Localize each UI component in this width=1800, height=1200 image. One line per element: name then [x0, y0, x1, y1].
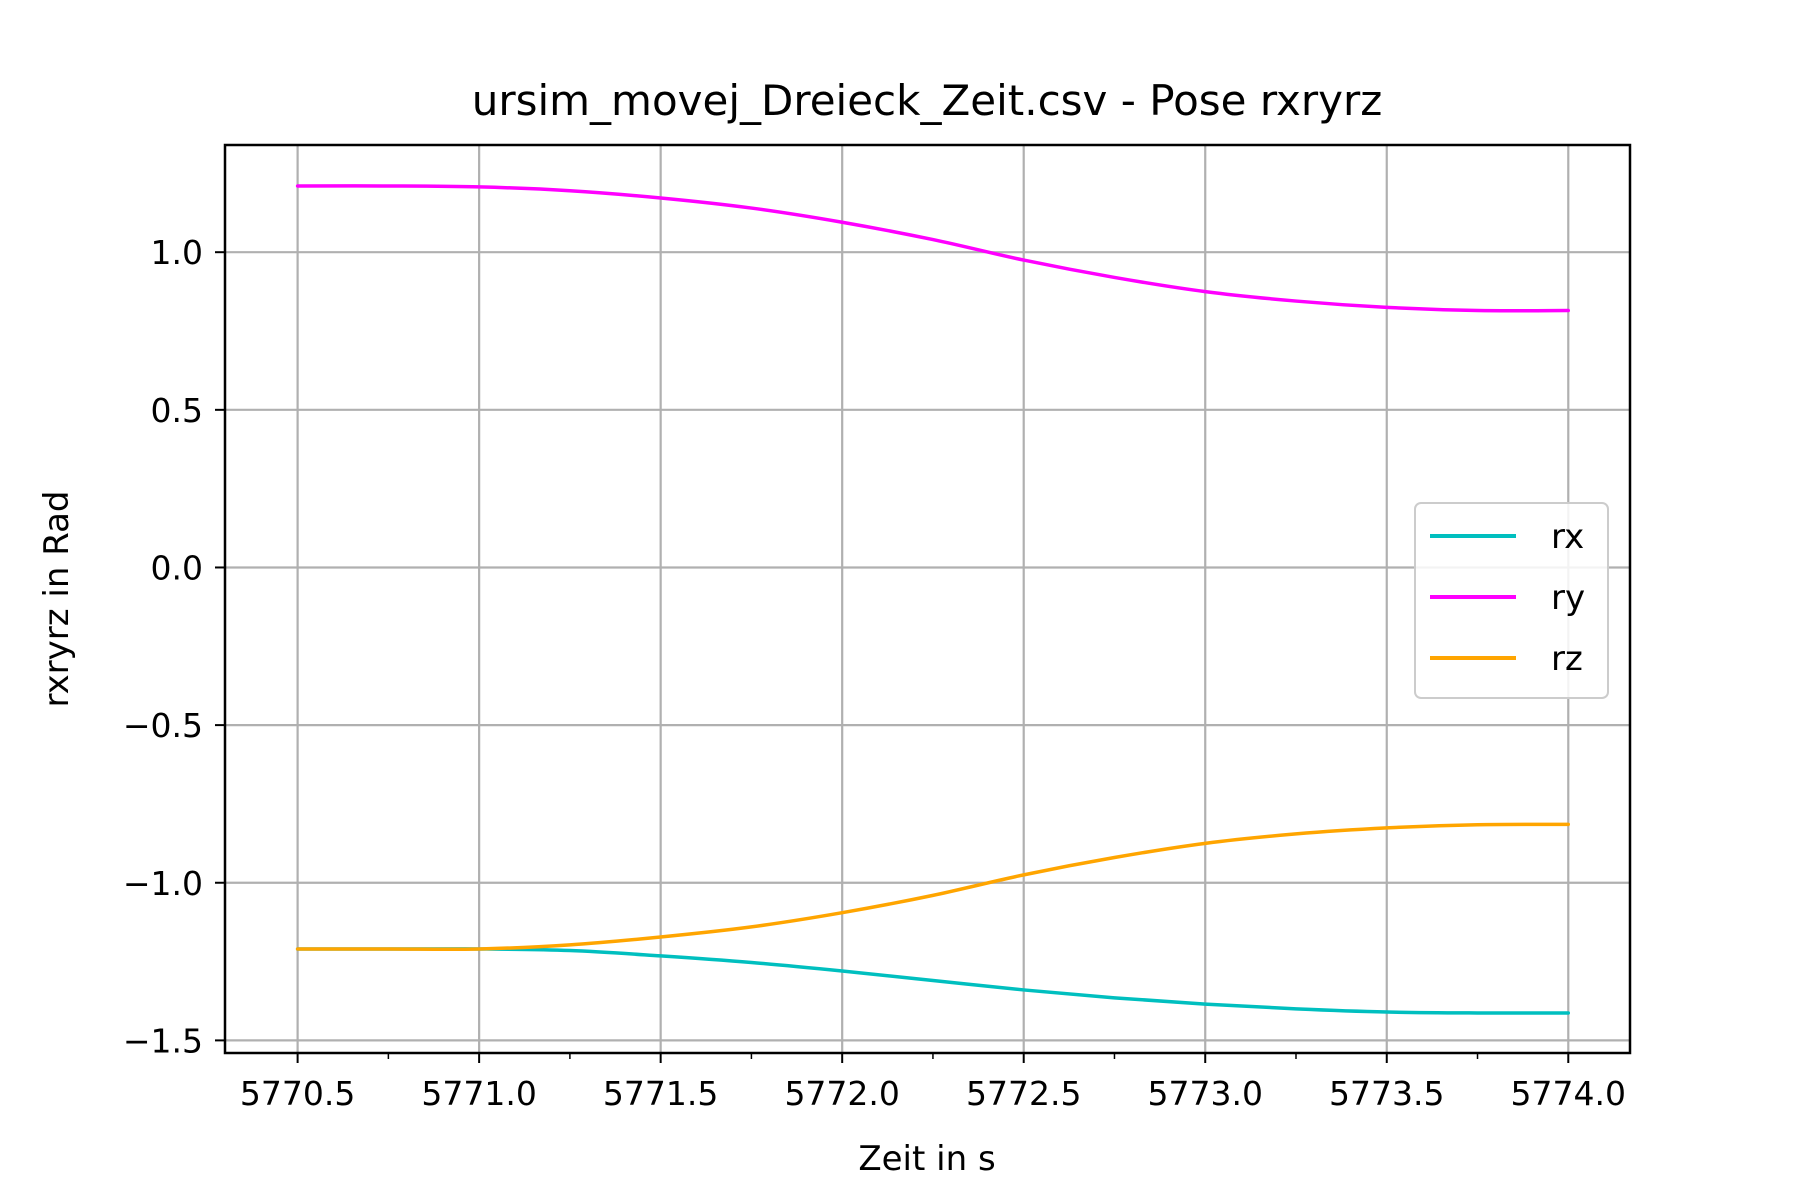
- x-tick-label: 5772.5: [966, 1074, 1081, 1113]
- series-lines: [295, 184, 1571, 1015]
- chart-title: ursim_movej_Dreieck_Zeit.csv - Pose rxry…: [472, 76, 1383, 125]
- legend-box: [1414, 502, 1609, 699]
- y-tick-label: 0.5: [151, 391, 203, 430]
- y-tick-label: −1.5: [123, 1021, 203, 1060]
- x-tick-label: 5773.0: [1147, 1074, 1262, 1113]
- legend-label-ry: ry: [1551, 578, 1585, 618]
- legend-label-rz: rz: [1551, 639, 1583, 679]
- legend: rx ry rz: [1414, 502, 1609, 699]
- y-tick-label: −1.0: [123, 864, 203, 903]
- axis-ticks: 5770.5 5771.0 5771.5 5772.0 5772.5 5773.0 5773…: [123, 233, 1626, 1113]
- y-axis-label: rxryrz in Rad: [37, 490, 77, 707]
- y-tick-label: 1.0: [151, 233, 203, 272]
- x-tick-label: 5770.5: [240, 1074, 355, 1113]
- x-tick-label: 5773.5: [1329, 1074, 1444, 1113]
- legend-label-rx: rx: [1551, 517, 1584, 557]
- series-line-rz: [295, 822, 1571, 952]
- x-tick-label: 5771.5: [603, 1074, 718, 1113]
- y-tick-label: −0.5: [123, 706, 203, 745]
- x-tick-label: 5774.0: [1511, 1074, 1626, 1113]
- plot-frame: [223, 143, 1632, 1055]
- x-tick-label: 5772.0: [784, 1074, 899, 1113]
- x-axis-label: Zeit in s: [858, 1139, 995, 1179]
- grid: [225, 145, 1630, 1053]
- x-tick-label: 5771.0: [421, 1074, 536, 1113]
- y-tick-label: 0.0: [151, 548, 203, 587]
- series-line-ry: [295, 184, 1571, 313]
